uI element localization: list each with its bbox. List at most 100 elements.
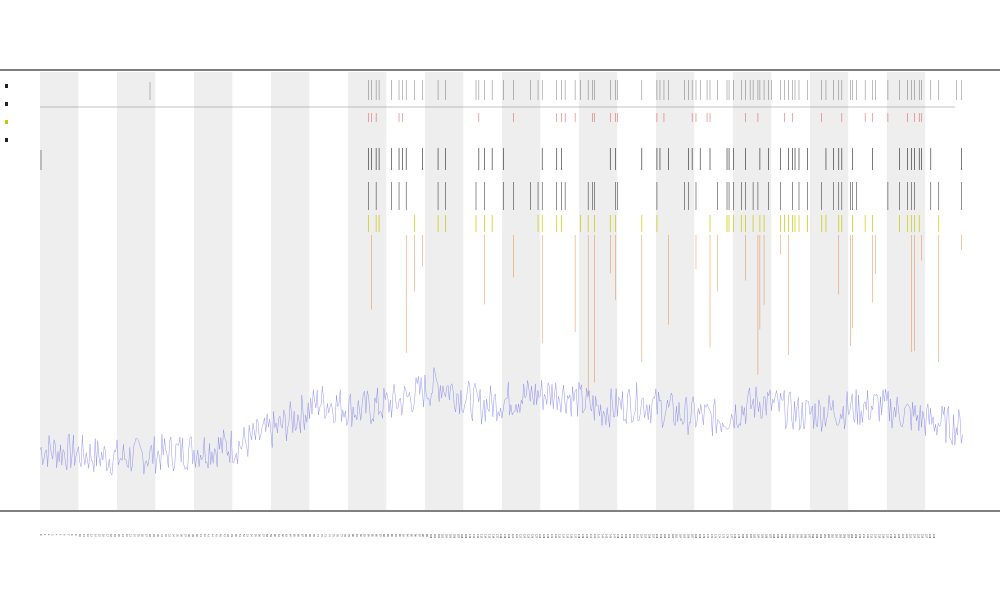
x-tick-label: 79	[347, 534, 350, 537]
x-tick-label: 131	[550, 534, 553, 539]
legend-swatch	[5, 138, 8, 142]
x-tick-label: 216	[881, 534, 884, 539]
x-tick-label: 76	[335, 534, 338, 537]
x-tick-label: 58	[265, 534, 268, 537]
x-tick-label: 28	[148, 534, 151, 537]
x-tick-label: 156	[647, 534, 650, 539]
x-tick-label: 162	[671, 534, 674, 539]
x-tick-label: 185	[761, 534, 764, 539]
x-tick-label: 25	[137, 534, 140, 537]
x-tick-label: 105	[449, 534, 452, 539]
x-tick-label: 85	[371, 534, 374, 537]
x-tick-label: 145	[605, 534, 608, 539]
x-tick-label: 219	[893, 534, 896, 539]
x-tick-label: 83	[363, 534, 366, 537]
x-tick-label: 147	[612, 534, 615, 539]
x-tick-label: 75	[332, 534, 335, 537]
x-tick-label: 92	[398, 534, 401, 537]
x-tick-label: 42	[203, 534, 206, 537]
x-tick-label: 64	[289, 534, 292, 537]
x-tick-label: 35	[176, 534, 179, 537]
x-tick-label: 182	[749, 534, 752, 539]
x-tick-label: 197	[807, 534, 810, 539]
x-tick-label: 65	[293, 534, 296, 537]
legend-swatch	[5, 120, 8, 124]
x-tick-label: 99	[425, 534, 428, 537]
x-tick-label: 226	[920, 534, 923, 539]
x-tick-label: 184	[757, 534, 760, 539]
x-tick-label: 135	[566, 534, 569, 539]
x-tick-label: 137	[573, 534, 576, 539]
x-tick-label: 183	[753, 534, 756, 539]
x-tick-label: 155	[644, 534, 647, 539]
x-tick-label: 170	[702, 534, 705, 539]
x-tick-label: 74	[328, 534, 331, 537]
x-tick-label: 22	[125, 534, 128, 537]
x-tick-label: 213	[870, 534, 873, 539]
x-tick-label: 228	[928, 534, 931, 539]
x-tick-label: 188	[772, 534, 775, 539]
x-tick-label: 194	[796, 534, 799, 539]
x-tick-label: 200	[819, 534, 822, 539]
x-tick-label: 37	[183, 534, 186, 537]
x-tick-label: 12	[86, 534, 89, 537]
x-tick-label: 14	[94, 534, 97, 537]
x-tick-label: 167	[690, 534, 693, 539]
x-tick-label: 160	[663, 534, 666, 539]
x-tick-label: 169	[698, 534, 701, 539]
x-tick-label: 125	[527, 534, 530, 539]
x-tick-label: 30	[156, 534, 159, 537]
x-tick-label: 218	[889, 534, 892, 539]
x-tick-label: 89	[386, 534, 389, 537]
x-tick-label: 199	[815, 534, 818, 539]
x-tick-label: 192	[788, 534, 791, 539]
x-tick-labels: 0 1 2 3 4 5 6 7 8 9 10 11 12 13 14 15 16 17 18 19 20 21 22 23 24…	[39, 534, 935, 539]
x-tick-label: 63	[285, 534, 288, 537]
shaded-band	[809, 72, 849, 510]
x-tick-label: 119	[503, 534, 506, 539]
x-tick-label: 164	[679, 534, 682, 539]
x-tick-label: 31	[160, 534, 163, 537]
x-tick-label: 97	[417, 534, 420, 537]
x-tick-label: 41	[199, 534, 202, 537]
x-tick-label: 229	[932, 534, 935, 539]
x-tick-label: 132	[554, 534, 557, 539]
x-tick-label: 175	[722, 534, 725, 539]
x-tick-label: 190	[780, 534, 783, 539]
x-tick-label: 66	[296, 534, 299, 537]
x-tick-label: 111	[472, 534, 475, 539]
x-tick-label: 146	[608, 534, 611, 539]
x-tick-label: 179	[737, 534, 740, 539]
chart-axes	[0, 69, 1000, 512]
x-tick-label: 130	[546, 534, 549, 539]
x-tick-label: 178	[733, 534, 736, 539]
x-tick-label: 19	[113, 534, 116, 537]
x-tick-label: 57	[261, 534, 264, 537]
x-tick-label: 114	[484, 534, 487, 539]
x-tick-label: 126	[530, 534, 533, 539]
x-tick-label: 9	[74, 534, 77, 536]
x-tick-label: 70	[312, 534, 315, 537]
x-tick-label: 154	[640, 534, 643, 539]
legend-swatch	[5, 102, 8, 106]
x-tick-label: 51	[238, 534, 241, 537]
x-tick-label: 38	[187, 534, 190, 537]
x-tick-label: 148	[616, 534, 619, 539]
x-tick-label: 177	[729, 534, 732, 539]
x-tick-label: 136	[569, 534, 572, 539]
shaded-band	[501, 72, 541, 510]
shaded-band	[270, 72, 310, 510]
x-tick-label: 149	[620, 534, 623, 539]
x-tick-label: 225	[917, 534, 920, 539]
x-tick-label: 100	[429, 534, 432, 539]
x-tick-label: 143	[597, 534, 600, 539]
x-tick-label: 90	[390, 534, 393, 537]
x-tick-label: 32	[164, 534, 167, 537]
x-tick-label: 21	[121, 534, 124, 537]
shaded-band	[116, 72, 156, 510]
x-tick-label: 151	[628, 534, 631, 539]
x-tick-label: 121	[511, 534, 514, 539]
x-tick-label: 44	[211, 534, 214, 537]
x-tick-label: 50	[234, 534, 237, 537]
